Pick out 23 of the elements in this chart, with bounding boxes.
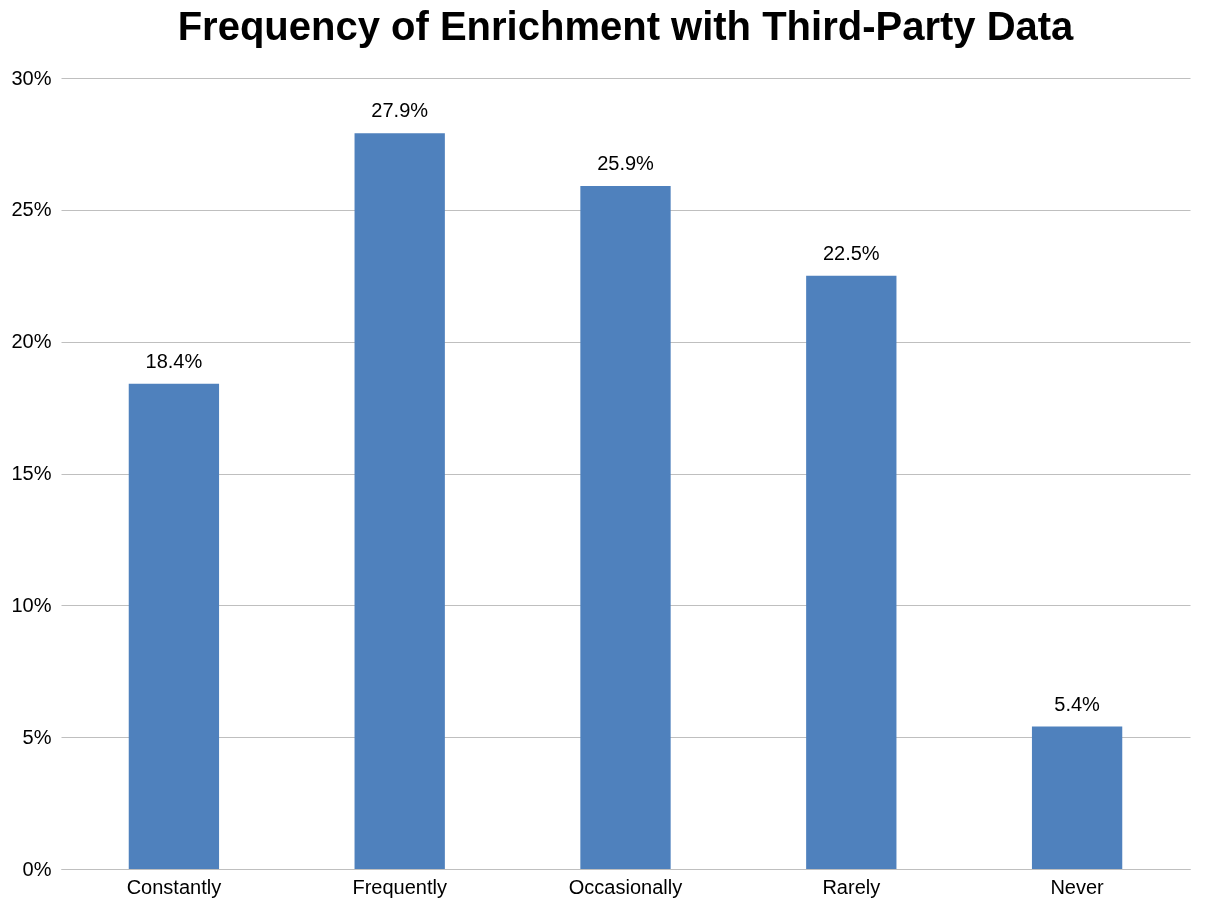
- x-tick-label: Occasionally: [568, 875, 683, 898]
- y-tick-label: 20%: [11, 330, 52, 353]
- data-label: 5.4%: [1054, 692, 1101, 715]
- y-tick-label: 30%: [11, 66, 52, 89]
- y-tick-label: 15%: [11, 462, 52, 484]
- chart-title: Frequency of Enrichment with Third-Party Data: [177, 4, 1075, 48]
- data-label: 25.9%: [597, 152, 655, 175]
- x-tick-label: Frequently: [352, 875, 447, 898]
- x-tick-label: Never: [1050, 875, 1105, 898]
- data-label: 22.5%: [822, 241, 880, 264]
- bar: [354, 133, 445, 869]
- y-tick-label: 5%: [22, 725, 52, 748]
- bar: [128, 383, 220, 869]
- bar: [580, 186, 671, 869]
- data-label: 18.4%: [145, 349, 203, 372]
- y-tick-label: 10%: [11, 593, 52, 616]
- y-tick-label: 25%: [11, 198, 52, 221]
- data-label: 27.9%: [371, 99, 429, 122]
- bar: [1031, 726, 1123, 869]
- x-tick-label: Constantly: [126, 875, 222, 898]
- y-tick-label: 0%: [22, 857, 52, 880]
- bar: [806, 275, 897, 869]
- x-tick-label: Rarely: [822, 875, 881, 898]
